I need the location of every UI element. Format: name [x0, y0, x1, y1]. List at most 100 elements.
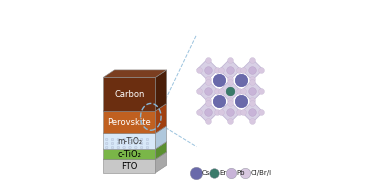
Circle shape [117, 138, 119, 141]
Point [238, 79, 244, 82]
Point [216, 79, 222, 82]
Circle shape [140, 146, 143, 149]
Point [227, 89, 233, 92]
Text: Cl/Br/I: Cl/Br/I [251, 170, 271, 176]
Text: Carbon: Carbon [114, 90, 145, 99]
Circle shape [135, 142, 137, 145]
Circle shape [140, 138, 143, 141]
Point [204, 89, 211, 92]
Point [204, 77, 211, 80]
Point [211, 171, 217, 174]
Bar [103, 149, 155, 159]
Text: Er: Er [220, 170, 227, 176]
Point [195, 89, 201, 92]
Point [259, 111, 265, 114]
Polygon shape [103, 152, 167, 159]
Circle shape [129, 146, 131, 149]
Circle shape [105, 138, 108, 141]
Point [240, 68, 246, 71]
Point [249, 59, 256, 62]
Polygon shape [197, 59, 218, 80]
Point [228, 171, 234, 174]
Point [249, 77, 256, 80]
Circle shape [105, 146, 108, 149]
Polygon shape [219, 101, 241, 123]
Circle shape [111, 142, 114, 145]
Point [249, 80, 256, 83]
Point [214, 89, 220, 92]
Polygon shape [219, 80, 241, 101]
Bar [103, 133, 155, 149]
Circle shape [123, 138, 125, 141]
Text: FTO: FTO [121, 162, 138, 170]
Polygon shape [242, 59, 263, 80]
Point [238, 100, 244, 103]
Point [249, 111, 256, 114]
Text: Cs: Cs [202, 170, 211, 176]
Circle shape [135, 138, 137, 141]
Text: c-TiO₂: c-TiO₂ [118, 150, 141, 159]
Point [249, 89, 256, 92]
Point [204, 98, 211, 101]
Point [227, 68, 233, 71]
Point [227, 89, 233, 92]
Polygon shape [155, 70, 167, 111]
Polygon shape [103, 70, 167, 77]
Polygon shape [242, 101, 263, 123]
Circle shape [140, 142, 143, 145]
Point [249, 120, 256, 123]
Point [227, 120, 233, 123]
Point [236, 89, 242, 92]
Point [240, 89, 246, 92]
Text: m-TiO₂: m-TiO₂ [117, 137, 142, 146]
Point [204, 101, 211, 104]
Point [218, 111, 224, 114]
Point [236, 68, 242, 71]
Point [249, 98, 256, 101]
Polygon shape [155, 103, 167, 133]
Point [227, 77, 233, 80]
Circle shape [129, 142, 131, 145]
Circle shape [111, 138, 114, 141]
Point [195, 68, 201, 71]
Circle shape [105, 142, 108, 145]
Circle shape [146, 138, 149, 141]
Point [240, 111, 246, 114]
Circle shape [146, 146, 149, 149]
Point [204, 68, 211, 71]
Point [227, 101, 233, 104]
Circle shape [129, 138, 131, 141]
Circle shape [117, 142, 119, 145]
Polygon shape [155, 152, 167, 173]
Circle shape [135, 146, 137, 149]
Point [259, 89, 265, 92]
Point [218, 89, 224, 92]
Circle shape [123, 146, 125, 149]
Circle shape [123, 142, 125, 145]
Polygon shape [103, 142, 167, 149]
Point [242, 171, 248, 174]
Point [214, 68, 220, 71]
Point [227, 80, 233, 83]
Point [194, 171, 200, 174]
Bar [103, 159, 155, 173]
Polygon shape [155, 142, 167, 159]
Point [227, 59, 233, 62]
Point [204, 120, 211, 123]
Polygon shape [197, 80, 218, 101]
Point [195, 111, 201, 114]
Polygon shape [219, 59, 241, 80]
Point [204, 111, 211, 114]
Bar [103, 77, 155, 111]
Text: Pb: Pb [237, 170, 245, 176]
Circle shape [146, 142, 149, 145]
Point [249, 68, 256, 71]
Point [236, 111, 242, 114]
Point [218, 68, 224, 71]
Point [249, 101, 256, 104]
Polygon shape [103, 103, 167, 111]
Point [204, 80, 211, 83]
Circle shape [117, 146, 119, 149]
Circle shape [111, 146, 114, 149]
Polygon shape [155, 126, 167, 149]
